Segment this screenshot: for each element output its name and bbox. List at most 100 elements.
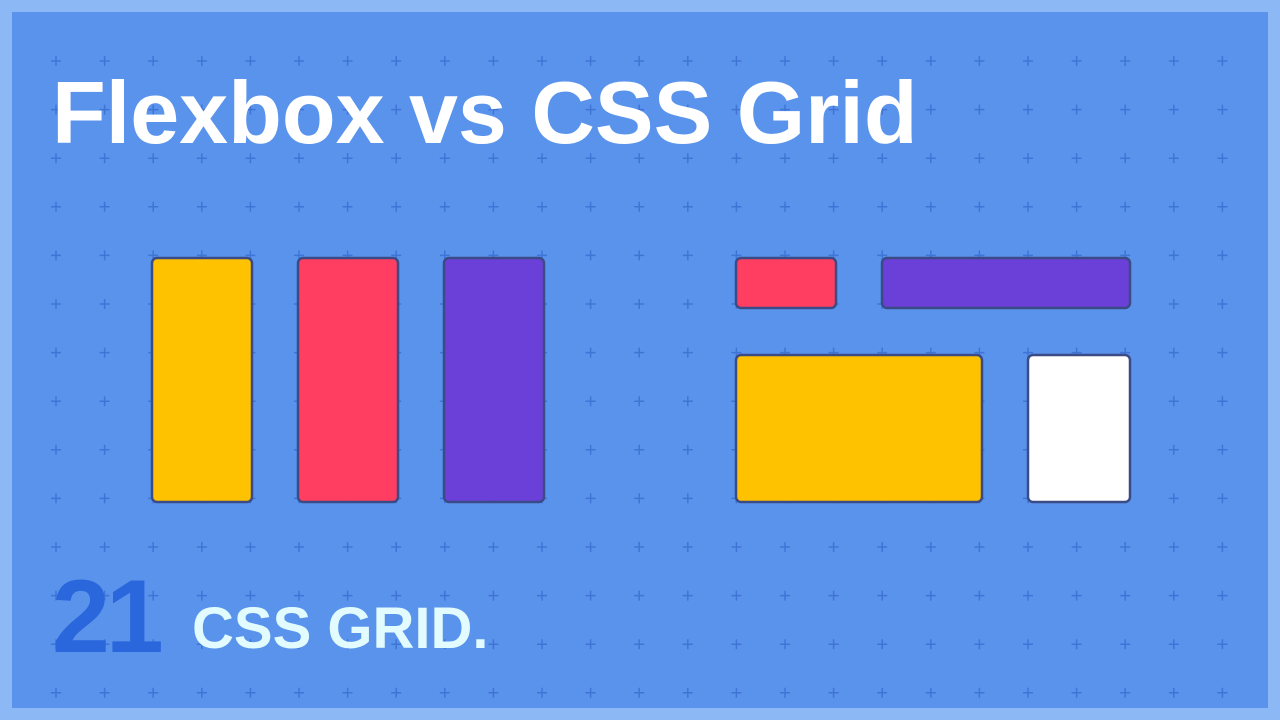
grid-plus — [488, 687, 499, 698]
grid-plus — [828, 639, 839, 650]
grid-plus — [51, 396, 61, 407]
grid-plus — [245, 542, 256, 552]
grid-plus — [682, 687, 693, 698]
grid-plus — [1168, 56, 1179, 66]
grid-plus — [731, 639, 742, 650]
grid-plus — [1071, 153, 1082, 164]
grid-plus — [1023, 56, 1033, 66]
grid-plus — [634, 299, 645, 309]
grid-plus — [391, 639, 402, 650]
grid-plus — [391, 56, 402, 66]
grid-plus — [585, 250, 596, 261]
grid-plus — [439, 153, 450, 164]
grid-plus — [585, 542, 596, 552]
grid-plus — [294, 201, 304, 212]
grid-plus — [828, 590, 839, 601]
grid-plus — [294, 687, 304, 698]
grid-plus — [731, 201, 742, 212]
grid-plus — [488, 590, 499, 601]
grid-plus — [342, 56, 353, 66]
grid-plus — [51, 56, 61, 66]
grid-plus — [245, 590, 256, 601]
grid-plus — [51, 347, 61, 358]
grid-plus — [51, 201, 61, 212]
grid-plus — [585, 493, 596, 504]
grid-plus — [1217, 347, 1228, 358]
grid-plus — [1071, 639, 1082, 650]
grid-plus — [439, 687, 450, 698]
grid-plus — [682, 201, 693, 212]
grid-plus — [731, 687, 742, 698]
grid-plus — [780, 590, 790, 601]
grid-plus — [99, 104, 110, 115]
grid-plus — [439, 201, 450, 212]
grid-plus — [634, 250, 645, 261]
grid-plus — [537, 201, 547, 212]
grid-plus — [634, 347, 645, 358]
grid-plus — [51, 493, 61, 504]
series-label: CSS GRID. — [192, 596, 489, 661]
grid-plus — [537, 56, 547, 66]
grid-plus — [245, 56, 256, 66]
flex-item — [442, 256, 546, 504]
grid-plus — [634, 56, 645, 66]
grid-plus — [1023, 639, 1033, 650]
grid-plus — [1168, 590, 1179, 601]
grid-plus — [99, 444, 110, 455]
grid-plus — [99, 590, 110, 601]
grid-plus — [974, 590, 985, 601]
grid-plus — [245, 104, 256, 115]
grid-plus — [828, 201, 839, 212]
grid-plus — [974, 104, 985, 115]
grid-plus — [537, 542, 547, 552]
grid-item — [1026, 353, 1132, 504]
grid-plus — [780, 104, 790, 115]
grid-plus — [1217, 104, 1228, 115]
grid-plus — [731, 104, 742, 115]
grid-plus — [828, 542, 839, 552]
grid-plus — [877, 639, 888, 650]
grid-plus — [294, 153, 304, 164]
grid-plus — [585, 444, 596, 455]
grid-plus — [294, 590, 304, 601]
grid-plus — [488, 542, 499, 552]
grid-plus — [877, 542, 888, 552]
grid-item — [734, 353, 984, 504]
grid-plus — [1120, 201, 1131, 212]
grid-plus — [245, 201, 256, 212]
grid-plus — [245, 639, 256, 650]
grid-plus — [391, 542, 402, 552]
grid-plus — [439, 590, 450, 601]
grid-plus — [99, 299, 110, 309]
grid-plus — [1217, 56, 1228, 66]
grid-plus — [780, 56, 790, 66]
grid-plus — [1071, 104, 1082, 115]
grid-plus — [1120, 542, 1131, 552]
grid-plus — [537, 687, 547, 698]
grid-plus — [682, 104, 693, 115]
grid-plus — [51, 250, 61, 261]
grid-plus — [1217, 396, 1228, 407]
grid-plus — [196, 639, 207, 650]
grid-plus — [731, 153, 742, 164]
grid-plus — [1217, 201, 1228, 212]
grid-plus — [51, 153, 61, 164]
grid-plus — [99, 153, 110, 164]
grid-plus — [634, 687, 645, 698]
grid-plus — [682, 444, 693, 455]
grid-plus — [537, 153, 547, 164]
grid-plus — [682, 542, 693, 552]
grid-plus — [877, 56, 888, 66]
grid-plus — [634, 104, 645, 115]
grid-plus — [1217, 687, 1228, 698]
grid-plus — [1168, 153, 1179, 164]
grid-plus — [196, 153, 207, 164]
grid-plus — [51, 444, 61, 455]
grid-plus — [1023, 201, 1033, 212]
grid-plus — [682, 347, 693, 358]
grid-plus — [148, 201, 159, 212]
grid-plus — [682, 396, 693, 407]
grid-plus — [99, 542, 110, 552]
grid-plus — [294, 104, 304, 115]
grid-plus — [731, 56, 742, 66]
